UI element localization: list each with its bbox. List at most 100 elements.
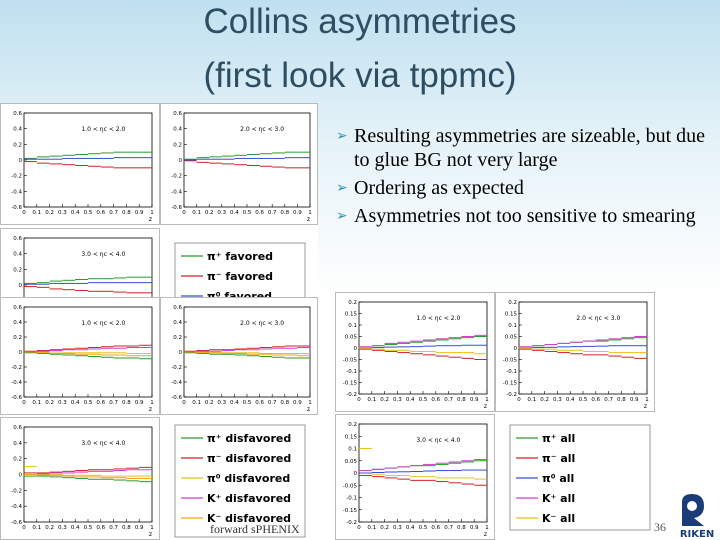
panel-label: 1.0 < ηc < 2.0 — [81, 320, 125, 327]
x-tick-label: 0 — [22, 400, 26, 406]
y-tick-label: 0.15 — [345, 434, 358, 440]
figure: -0.6-0.4-0.200.20.40.60 0.1 0.2 0.3 0.4 0.5 0.… — [0, 297, 318, 540]
legend-box — [174, 424, 306, 538]
y-tick-label: 0.05 — [505, 335, 518, 341]
y-tick-label: 0.4 — [173, 127, 182, 133]
y-tick-label: 0 — [354, 346, 358, 352]
figure: -0.2 -0.15 -0.1 -0.05 0 0.05 0.1 0.15 0.2 0 0.1 0.2… — [335, 292, 655, 540]
x-tick-label: 0.8 — [457, 397, 466, 403]
y-tick-label: -0.2 — [506, 392, 517, 398]
x-tick-label: 0.6 — [96, 525, 105, 531]
x-tick-label: 0.4 — [406, 525, 415, 531]
y-tick-label: 0.2 — [13, 267, 22, 273]
y-tick-label: -0.6 — [11, 205, 22, 211]
y-tick-label: -0.4 — [11, 189, 22, 195]
x-axis-label: z — [149, 216, 152, 223]
y-tick-label: 0.6 — [13, 305, 22, 311]
x-tick-label: 0.6 — [96, 400, 105, 406]
y-tick-label: 0.1 — [348, 447, 357, 453]
x-tick-label: 0.1 — [367, 525, 376, 531]
y-tick-label: 0.6 — [173, 305, 182, 311]
x-tick-label: 0.1 — [32, 525, 41, 531]
x-tick-label: 1 — [150, 400, 154, 406]
x-tick-label: 0.5 — [579, 397, 588, 403]
y-tick-label: 0 — [514, 346, 518, 352]
y-tick-label: 0.6 — [13, 425, 22, 431]
page-number: 36 — [654, 520, 666, 534]
y-tick-label: 0 — [19, 283, 23, 289]
y-tick-label: 0 — [19, 350, 23, 356]
y-tick-label: -0.2 — [346, 520, 357, 526]
x-tick-label: 0.7 — [604, 397, 613, 403]
x-tick-label: 0.1 — [192, 210, 201, 216]
x-tick-label: 0.7 — [444, 525, 453, 531]
y-tick-label: 0.05 — [345, 335, 358, 341]
x-tick-label: 1 — [308, 400, 312, 406]
x-tick-label: 0.6 — [255, 210, 264, 216]
logo-text: RIKEN — [680, 529, 714, 540]
x-axis-label: z — [484, 403, 487, 410]
x-tick-label: 0.3 — [58, 400, 67, 406]
y-tick-label: 0 — [179, 350, 183, 356]
x-tick-label: 0.2 — [45, 210, 54, 216]
x-tick-label: 0.3 — [393, 397, 402, 403]
y-tick-label: -0.2 — [11, 365, 22, 371]
x-tick-label: 0.6 — [431, 397, 440, 403]
x-tick-label: 0.8 — [122, 525, 131, 531]
x-tick-label: 0.3 — [58, 210, 67, 216]
x-tick-label: 0.7 — [109, 400, 118, 406]
x-axis-label: z — [307, 406, 310, 413]
y-tick-label: -0.2 — [346, 392, 357, 398]
legend-label: π⁰ all — [542, 472, 574, 485]
x-tick-label: 0.6 — [591, 397, 600, 403]
y-tick-label: -0.1 — [506, 369, 517, 375]
x-tick-label: 0.6 — [255, 400, 264, 406]
figure: -0.6-0.4-0.200.20.40.60 0.1 0.2 0.3 0.4 0.5 0.… — [0, 103, 318, 297]
x-axis-label: z — [484, 531, 487, 538]
x-tick-label: 0 — [357, 397, 361, 403]
x-tick-label: 0.9 — [135, 525, 144, 531]
y-tick-label: -0.4 — [11, 380, 22, 386]
panel-frame — [0, 228, 160, 297]
panel-label: 2.0 < ηc < 3.0 — [240, 126, 284, 133]
x-tick-label: 0.2 — [205, 400, 214, 406]
y-tick-label: 0.6 — [13, 236, 22, 242]
x-tick-label: 0.3 — [553, 397, 562, 403]
x-axis-label: z — [149, 406, 152, 413]
x-tick-label: 0.7 — [268, 400, 277, 406]
x-tick-label: 0.8 — [617, 397, 626, 403]
logo: RIKEN — [680, 494, 714, 540]
x-tick-label: 0 — [22, 210, 26, 216]
y-tick-label: 0.2 — [13, 142, 22, 148]
y-tick-label: -0.15 — [343, 508, 358, 514]
panel-frame — [160, 297, 318, 415]
legend-label: π⁺ disfavored — [207, 432, 291, 445]
legend-label: K⁺ all — [542, 492, 575, 505]
x-axis-label: z — [307, 216, 310, 223]
x-tick-label: 1 — [308, 210, 312, 216]
x-tick-label: 0.8 — [122, 400, 131, 406]
y-tick-label: -0.4 — [171, 380, 182, 386]
legend-label: K⁻ all — [542, 512, 575, 525]
slide-title: Collins asymmetries — [203, 2, 517, 41]
y-tick-label: 0.2 — [348, 300, 357, 306]
x-tick-label: 0.3 — [393, 525, 402, 531]
x-axis-label: z — [149, 531, 152, 538]
x-tick-label: 0.2 — [540, 397, 549, 403]
legend-box — [174, 242, 306, 297]
slide-title: (first look via tppmc) — [203, 56, 517, 95]
y-tick-label: 0.05 — [345, 459, 358, 465]
y-tick-label: 0.2 — [173, 335, 182, 341]
x-tick-label: 0.2 — [45, 525, 54, 531]
panel-frame — [335, 292, 495, 412]
x-tick-label: 0.9 — [135, 210, 144, 216]
x-tick-label: 0.4 — [71, 400, 80, 406]
y-tick-label: -0.6 — [11, 395, 22, 401]
panel-label: 2.0 < ηc < 3.0 — [576, 315, 620, 322]
x-tick-label: 0.9 — [135, 400, 144, 406]
y-tick-label: -0.6 — [11, 520, 22, 526]
x-tick-label: 0.8 — [280, 400, 289, 406]
x-tick-label: 0.6 — [431, 525, 440, 531]
x-tick-label: 0.9 — [630, 397, 639, 403]
y-tick-label: 0.2 — [508, 300, 517, 306]
